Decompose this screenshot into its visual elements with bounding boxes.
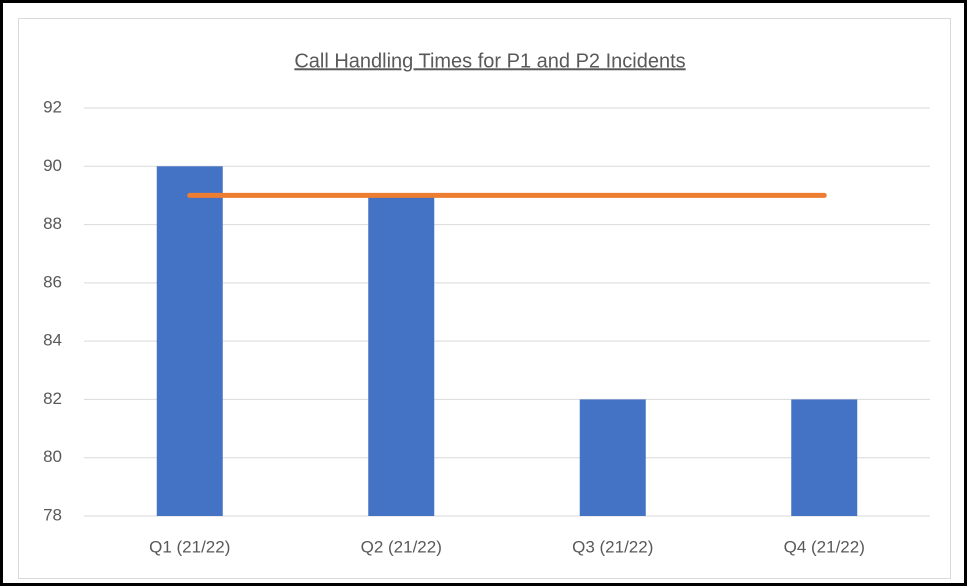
y-tick-label: 86 [43, 272, 62, 291]
x-tick-label: Q4 (21/22) [784, 537, 865, 556]
bar [156, 166, 223, 517]
bar [579, 399, 646, 516]
x-tick-label: Q3 (21/22) [572, 537, 653, 556]
x-tick-label: Q1 (21/22) [149, 537, 230, 556]
bar [368, 195, 435, 516]
y-tick-label: 82 [43, 389, 62, 408]
chart-frame [18, 18, 951, 579]
y-tick-label: 78 [43, 505, 62, 524]
y-tick-label: 84 [43, 331, 62, 350]
y-tick-label: 88 [43, 214, 62, 233]
y-tick-label: 92 [43, 97, 62, 116]
chart-title: Call Handling Times for P1 and P2 Incide… [294, 50, 685, 72]
y-tick-label: 90 [43, 156, 62, 175]
bar [791, 399, 858, 516]
y-tick-label: 80 [43, 447, 62, 466]
x-tick-label: Q2 (21/22) [361, 537, 442, 556]
